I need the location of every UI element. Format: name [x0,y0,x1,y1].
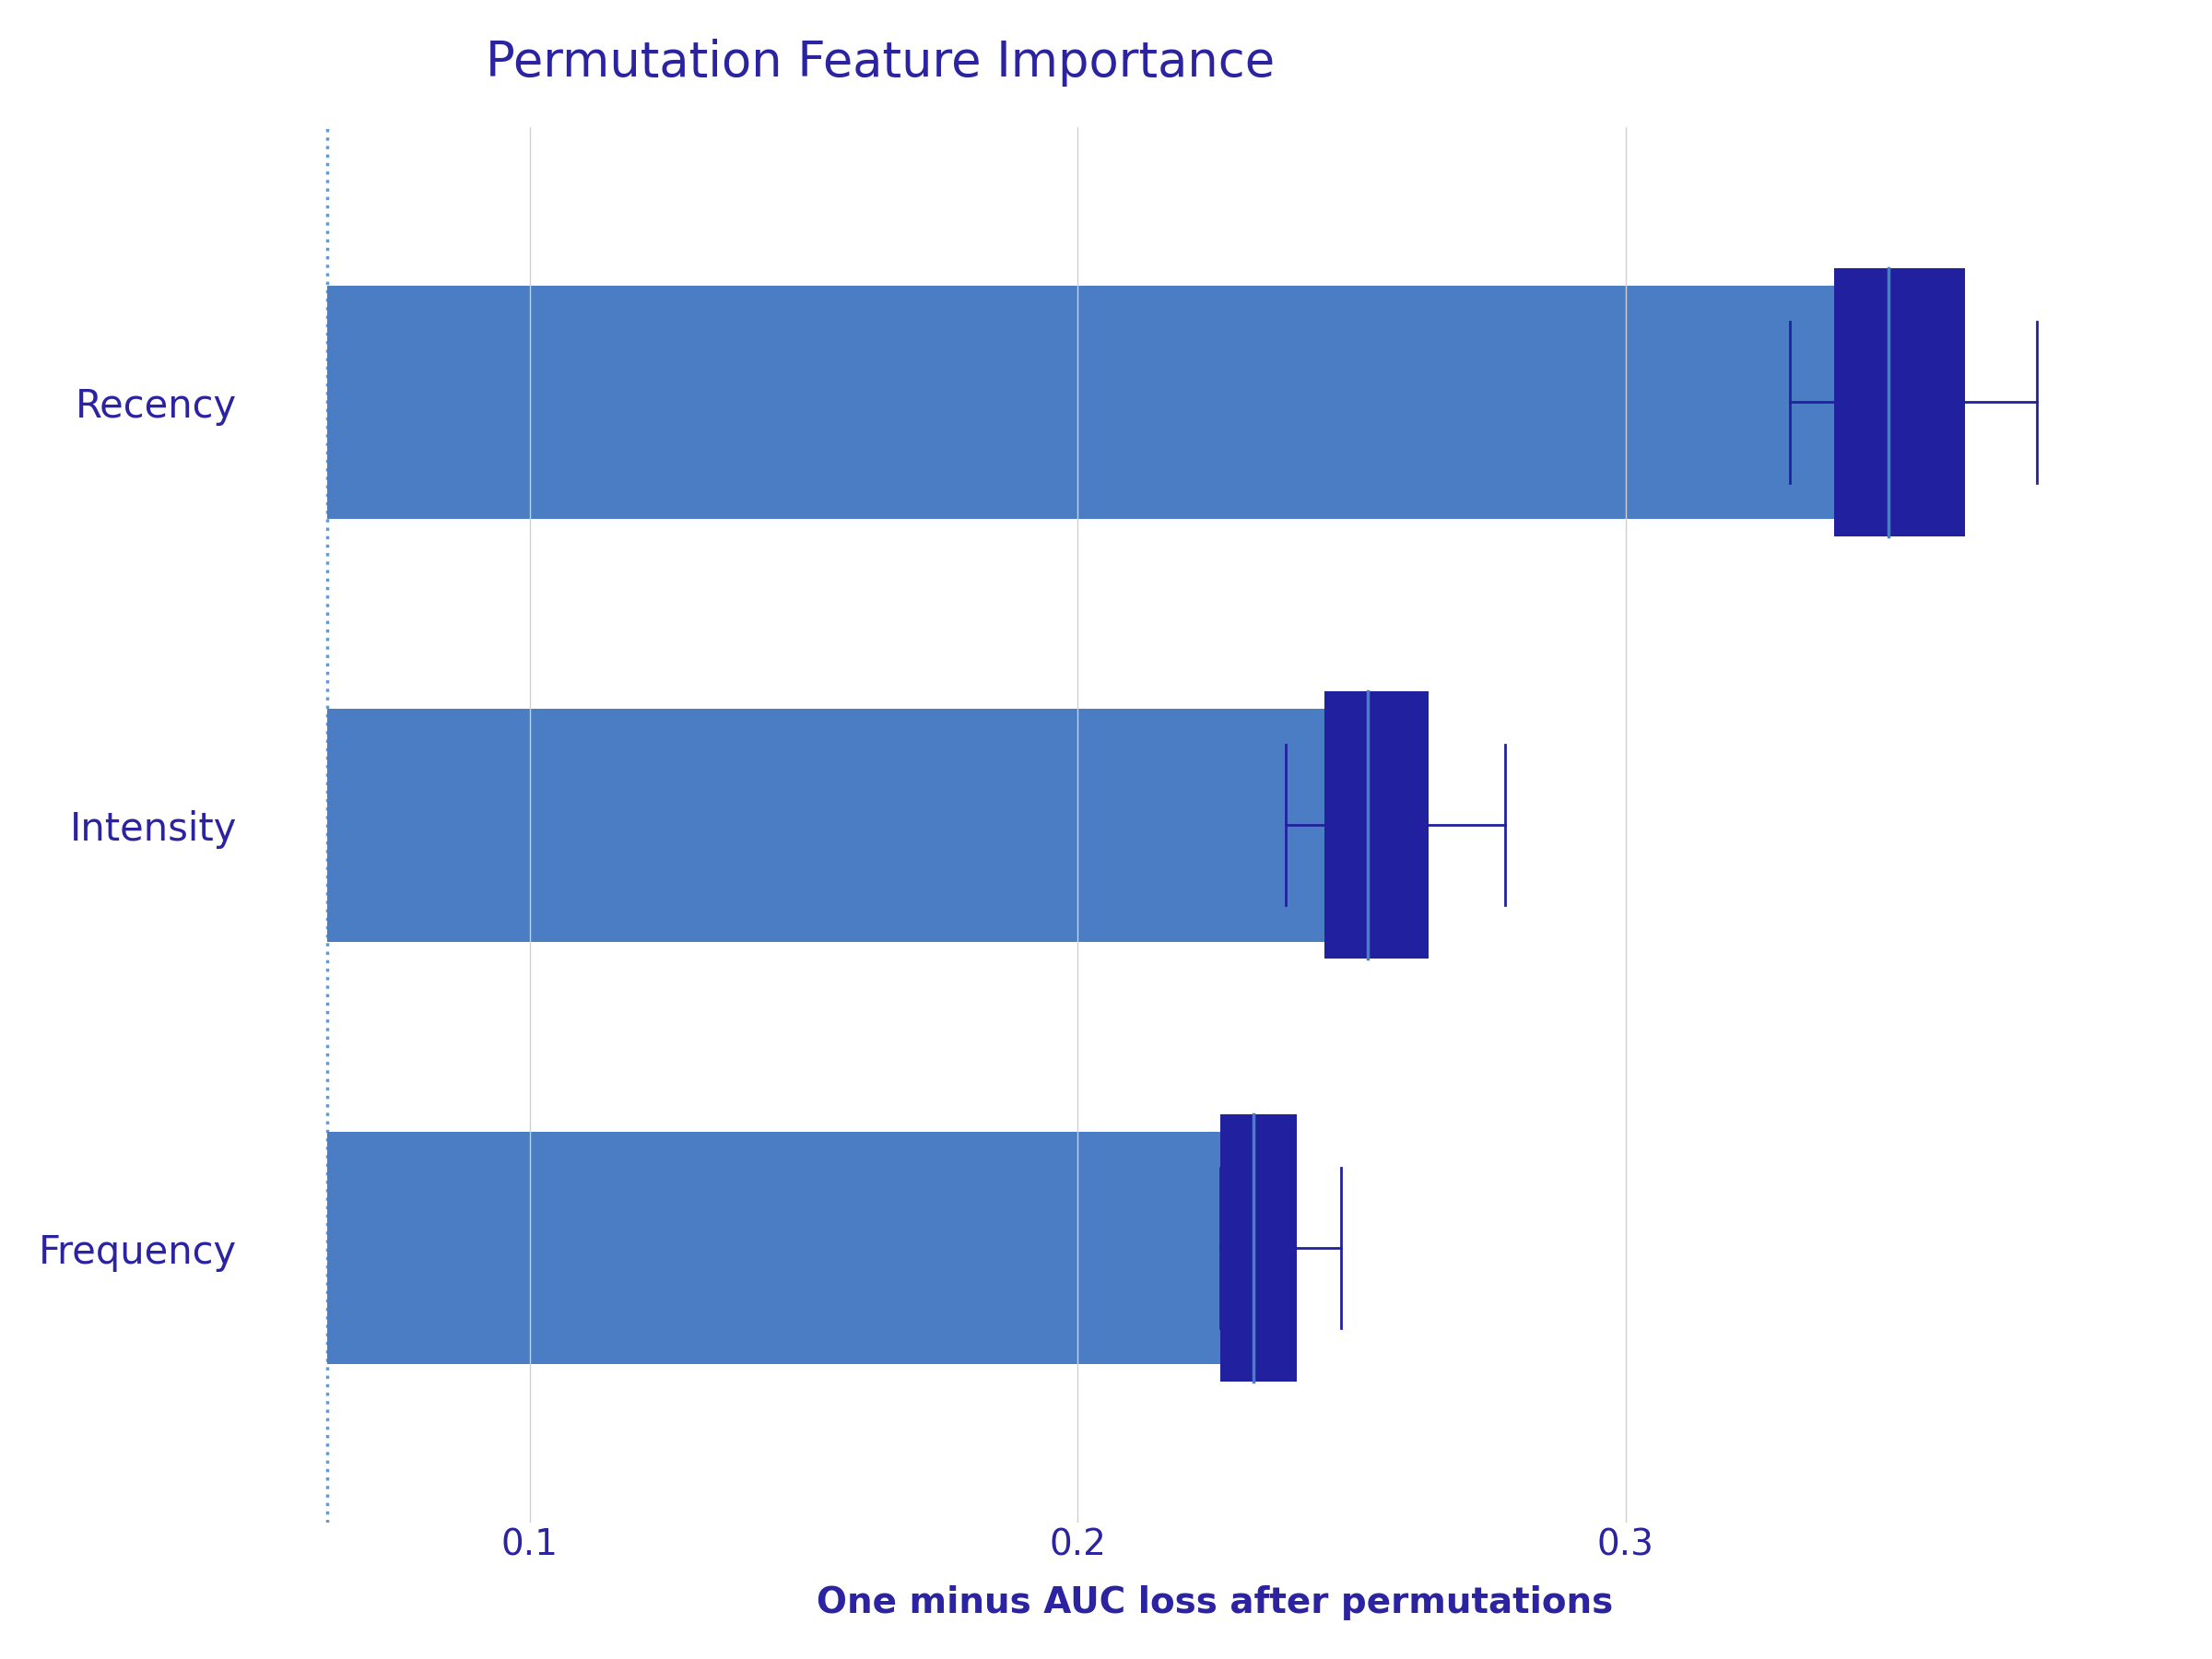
Bar [1834,269,1966,536]
Bar [1221,1115,1296,1382]
Text: Permutation Feature Importance: Permutation Feature Importance [487,38,1274,86]
X-axis label: One minus AUC loss after permutations: One minus AUC loss after permutations [816,1586,1613,1621]
Bar [327,708,1325,942]
Bar [327,285,1834,519]
Bar [327,1131,1221,1364]
Bar [1325,692,1429,959]
